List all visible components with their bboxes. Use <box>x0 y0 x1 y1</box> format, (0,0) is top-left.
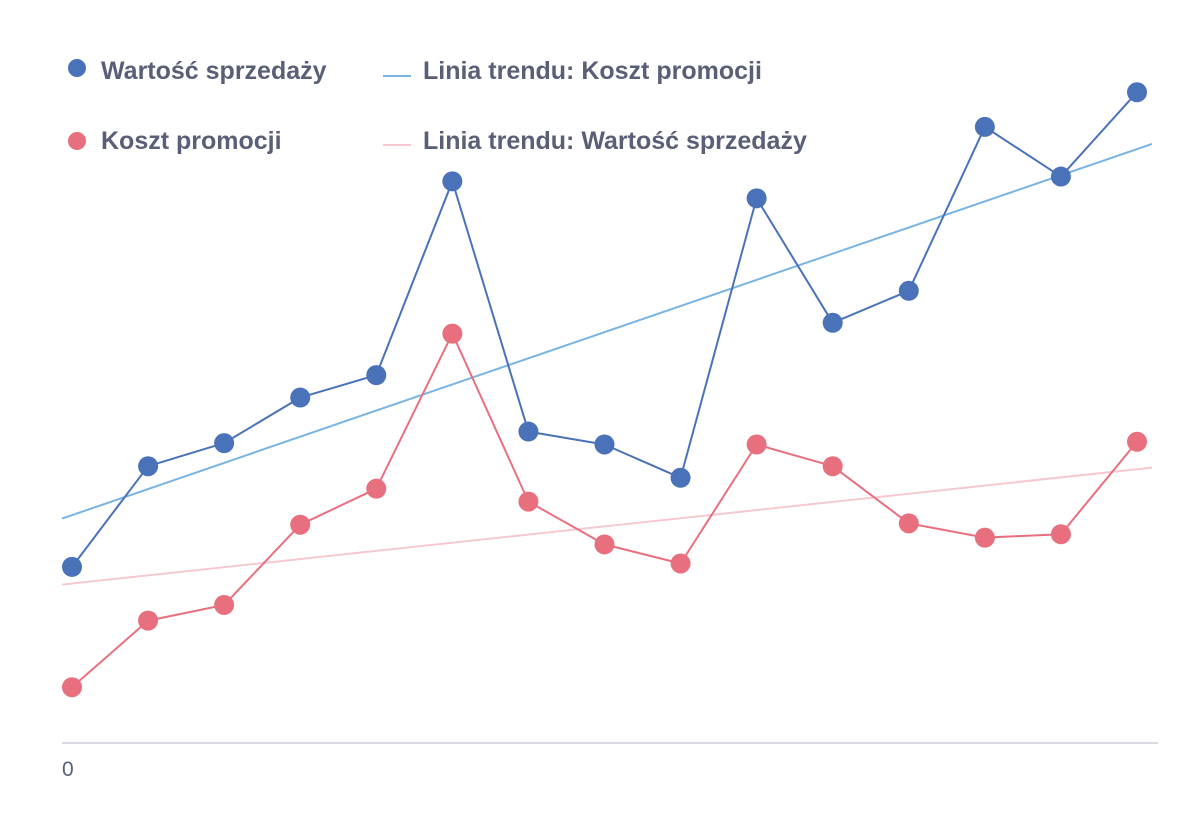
legend-label-sales: Wartość sprzedaży <box>101 57 327 85</box>
series-1-point-1 <box>138 610 159 631</box>
series-0-point-1 <box>138 456 159 477</box>
series-0-point-6 <box>518 421 539 442</box>
series-1-point-3 <box>290 514 311 535</box>
series-0-point-4 <box>366 365 387 386</box>
legend-label-trend-promo: Linia trendu: Koszt promocji <box>423 57 762 85</box>
series-line-1 <box>71 332 1138 688</box>
series-0-point-12 <box>974 116 995 137</box>
series-1-point-12 <box>974 527 995 548</box>
series-0-point-10 <box>822 312 843 333</box>
series-0-point-13 <box>1050 166 1071 187</box>
series-1-point-14 <box>1127 431 1147 452</box>
series-1-point-7 <box>594 534 615 555</box>
series-0-point-0 <box>62 556 82 577</box>
legend-label-trend-sales: Linia trendu: Wartość sprzedaży <box>423 127 807 155</box>
series-line-0 <box>71 91 1138 568</box>
series-0-point-9 <box>746 188 767 209</box>
series-0-point-14 <box>1127 82 1147 103</box>
trendline-1 <box>61 466 1153 586</box>
series-1-point-11 <box>898 513 919 534</box>
series-0-point-11 <box>898 280 919 301</box>
plot-area <box>61 82 1153 698</box>
series-0-point-3 <box>290 387 311 408</box>
series-1-point-9 <box>746 434 767 455</box>
legend: Wartość sprzedaży Linia trendu: Koszt pr… <box>68 57 807 155</box>
series-1-point-4 <box>366 478 387 499</box>
series-1-point-5 <box>442 323 463 344</box>
series-1-point-8 <box>670 553 691 574</box>
legend-marker-promo <box>68 132 86 150</box>
series-1-point-10 <box>822 456 843 477</box>
series-1-point-6 <box>518 491 539 512</box>
x-tick-label: 0 <box>62 758 74 781</box>
series-1-point-0 <box>62 677 82 698</box>
series-0-point-2 <box>214 433 235 454</box>
trendline-0 <box>61 142 1153 520</box>
series-1-point-2 <box>214 594 235 615</box>
legend-label-promo: Koszt promocji <box>101 127 282 155</box>
series-1-point-13 <box>1050 524 1071 545</box>
series-0-point-8 <box>670 467 691 488</box>
series-0-point-7 <box>594 434 615 455</box>
legend-marker-sales <box>68 59 86 77</box>
series-0-point-5 <box>442 171 463 192</box>
